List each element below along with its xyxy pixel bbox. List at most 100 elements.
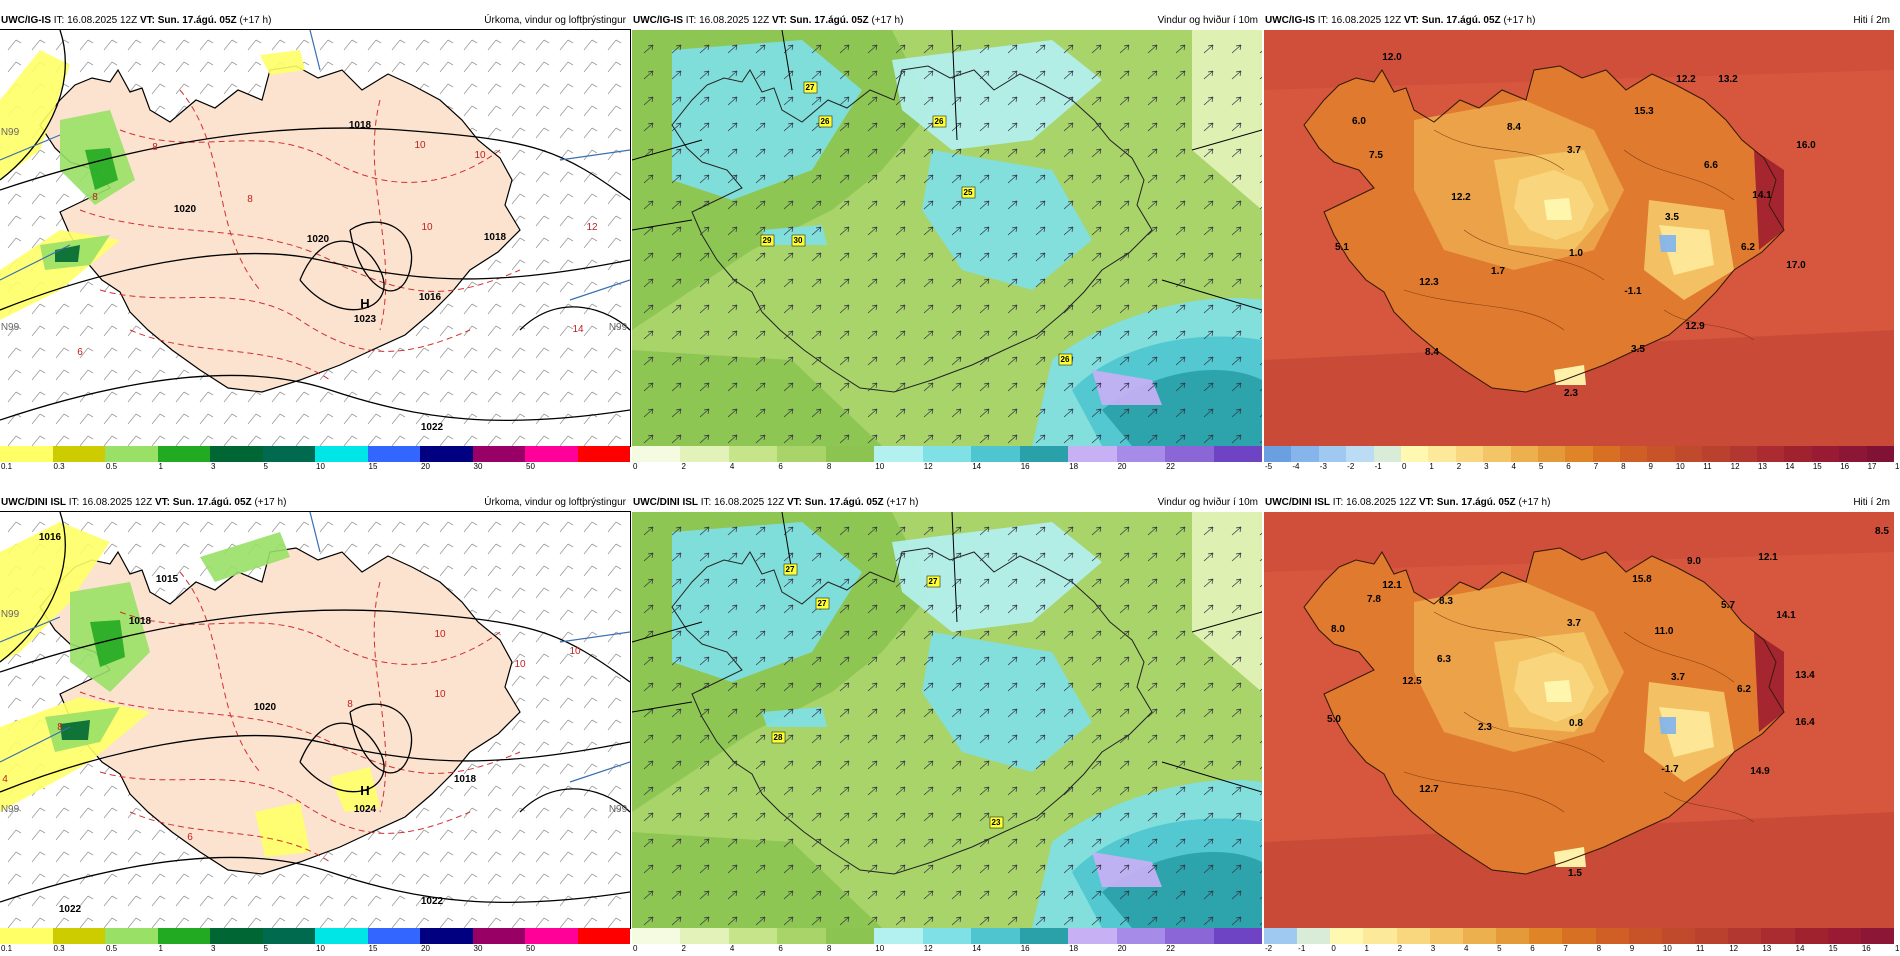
map-panel-precip: UWC/IG-IS IT: 16.08.2025 12Z VT: Sun. 17…	[0, 12, 631, 474]
valid-time: Sun. 17.ágú. 05Z	[789, 15, 869, 26]
colorbar-tick-label: 11	[1696, 944, 1705, 953]
lead-time: (+17 h)	[871, 15, 904, 26]
colorbar-swatch	[525, 446, 578, 462]
colorbar-swatch	[210, 446, 263, 462]
model-name: UWC/DINI ISL	[1265, 497, 1330, 508]
colorbar-swatch	[577, 928, 630, 944]
temperature-value: 14.1	[1776, 610, 1796, 621]
colorbar-swatch	[632, 928, 681, 944]
colorbar	[632, 928, 1263, 944]
temperature-value: 14.9	[1750, 766, 1770, 777]
colorbar-swatch	[777, 928, 826, 944]
colorbar-tick-label: 2	[681, 462, 686, 471]
colorbar-tick-label: 16	[1020, 944, 1030, 953]
colorbar-swatch	[1363, 928, 1397, 944]
gust-marker	[818, 115, 833, 128]
colorbar-tick-label: 12	[1729, 944, 1739, 953]
colorbar-swatch	[971, 446, 1020, 462]
colorbar-tick-label: 16	[1020, 462, 1030, 471]
map-label: 1020	[174, 204, 197, 215]
colorbar-tick-label: 16	[1861, 944, 1871, 953]
vt-label: VT:	[154, 497, 170, 508]
gust-marker	[961, 186, 976, 199]
it-label: IT:	[685, 15, 697, 26]
colorbar-swatch	[922, 446, 972, 462]
temperature-value: 15.3	[1634, 106, 1654, 117]
map-panel-precip: UWC/DINI ISL IT: 16.08.2025 12Z VT: Sun.…	[0, 494, 631, 956]
temperature-fill	[1264, 30, 1894, 446]
colorbar-tick-label: 20	[1117, 944, 1127, 953]
variable-title: Vindur og hviður í 10m	[1157, 15, 1258, 26]
map-label: 10	[474, 150, 486, 161]
colorbar-tick-label: 4	[729, 462, 735, 471]
temperature-value: 8.4	[1507, 122, 1521, 133]
colorbar-swatch	[825, 928, 875, 944]
colorbar-tick-label: -2	[1265, 944, 1273, 953]
colorbar-tick-label: 14	[972, 462, 982, 471]
colorbar-swatch	[1784, 446, 1812, 462]
colorbar-swatch	[1165, 446, 1214, 462]
wind-arrows	[643, 44, 1262, 444]
colorbar-tick-label: 22	[1166, 462, 1175, 471]
map-panel-wind: UWC/IG-IS IT: 16.08.2025 12Z VT: Sun. 17…	[632, 12, 1263, 474]
colorbar-tick-label: 15	[368, 462, 378, 471]
temperature-value: 3.7	[1671, 672, 1685, 683]
colorbar-swatch	[874, 928, 923, 944]
it-label: IT:	[1317, 15, 1329, 26]
colorbar-swatch	[680, 928, 729, 944]
issue-time: 16.08.2025 12Z	[67, 15, 138, 26]
colorbar-swatch	[632, 446, 681, 462]
map-label: 12	[586, 222, 598, 233]
colorbar-swatch	[1291, 446, 1319, 462]
colorbar-tick-label: 7	[1563, 944, 1568, 953]
gust-value: 25	[964, 188, 973, 197]
map-label: 1018	[454, 774, 477, 785]
gust-marker	[760, 234, 775, 247]
map-label: 10	[414, 140, 426, 151]
colorbar-tick-label: 3	[1484, 462, 1489, 471]
colorbar-swatch	[1330, 928, 1364, 944]
colorbar-tick-label: 12	[923, 462, 933, 471]
temperature-value: 12.7	[1419, 784, 1439, 795]
colorbar-swatch	[1537, 446, 1566, 462]
colorbar-tick-label: 14	[1785, 462, 1795, 471]
colorbar-tick-label: 10	[875, 944, 885, 953]
map-label: 8	[57, 722, 63, 733]
temperature-value: 16.0	[1796, 140, 1816, 151]
colorbar-tick-label: 0	[633, 462, 638, 471]
colorbar-tick-label: 5	[1497, 944, 1502, 953]
gust-value: 26	[1061, 355, 1070, 364]
lead-time: (+17 h)	[886, 497, 919, 508]
map-label: 10	[434, 689, 446, 700]
colorbar-tick-label: 1	[1364, 944, 1369, 953]
temperature-value: 3.7	[1567, 145, 1581, 156]
colorbar-swatch	[1510, 446, 1538, 462]
issue-time: 16.08.2025 12Z	[1331, 15, 1402, 26]
temperature-value: 17.0	[1786, 260, 1806, 271]
iceland-coastline	[671, 547, 1153, 875]
colorbar-tick-label: 2	[681, 944, 686, 953]
colorbar-swatch	[1429, 928, 1463, 944]
colorbar-tick-label: 7	[1593, 462, 1599, 471]
colorbar-swatch	[1757, 446, 1785, 462]
colorbar-swatch	[1483, 446, 1511, 462]
valid-time: Sun. 17.ágú. 05Z	[1421, 15, 1501, 26]
colorbar-tick-label: 50	[526, 944, 535, 953]
colorbar-swatch	[420, 446, 473, 462]
valid-time: Sun. 17.ágú. 05Z	[172, 497, 252, 508]
colorbar-swatch	[1165, 928, 1214, 944]
colorbar-tick-label: 5	[1538, 462, 1544, 471]
colorbar-swatch	[1794, 928, 1828, 944]
colorbar-tick-label: 10	[316, 462, 325, 471]
colorbar-tick-label: 0	[1401, 462, 1407, 471]
colorbar-swatch	[1068, 928, 1117, 944]
map-label: 1022	[421, 422, 444, 433]
colorbar	[0, 446, 630, 462]
colorbar-swatch	[577, 446, 630, 462]
temperature-value: 1.5	[1568, 868, 1582, 879]
temperature-value: 9.0	[1687, 556, 1701, 567]
temperature-contours	[1403, 611, 1755, 823]
colorbar-tick-label: 5	[263, 462, 268, 471]
colorbar-swatch	[1019, 928, 1069, 944]
